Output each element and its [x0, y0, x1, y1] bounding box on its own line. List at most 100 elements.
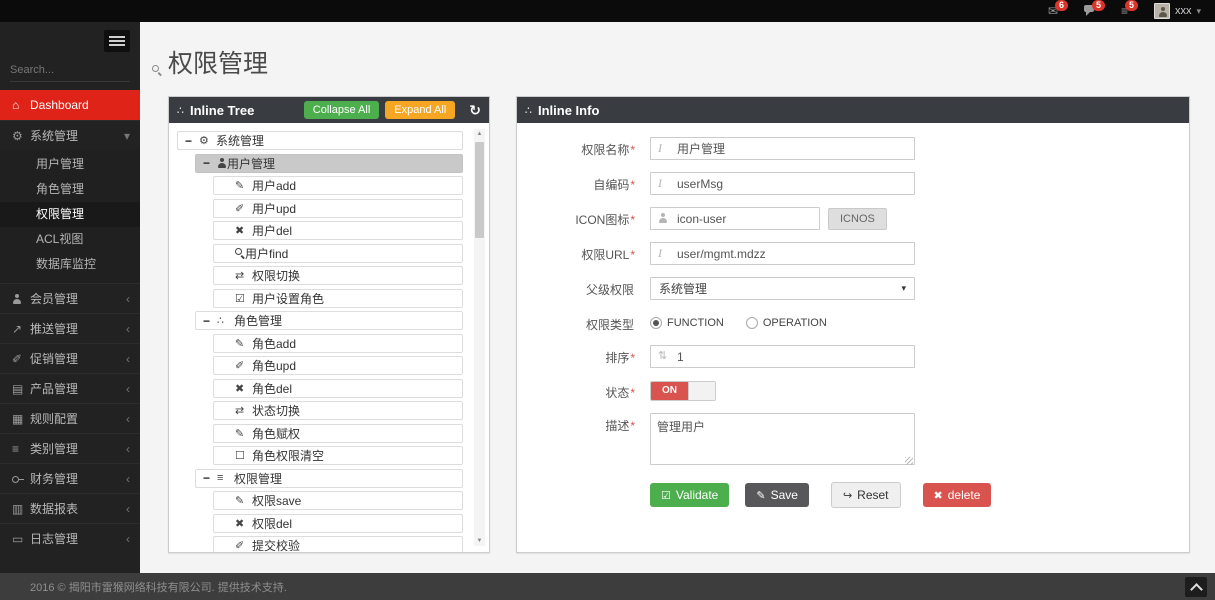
tasks-icon: ≡ — [1120, 4, 1128, 18]
sidebar-item-finance[interactable]: 财务管理 ‹ — [0, 463, 140, 493]
collapse-toggle-icon[interactable]: − — [185, 133, 193, 148]
inline-info-header: ∴ Inline Info — [517, 97, 1189, 123]
validate-button[interactable]: ☑ Validate — [650, 483, 730, 507]
sidebar-item-member[interactable]: 会员管理 ‹ — [0, 283, 140, 313]
icnos-button[interactable]: ICNOS — [828, 207, 887, 230]
code-input[interactable] — [650, 172, 915, 195]
retweet-icon: ⇄ — [235, 405, 245, 417]
tree-node-17[interactable]: ✖ 权限del — [213, 513, 463, 533]
sidebar-item-label: 产品管理 — [30, 382, 79, 396]
sidebar-item-label: 财务管理 — [30, 472, 79, 486]
parent-permission-select[interactable]: 系统管理 ▾ — [650, 277, 915, 300]
tree-node-4[interactable]: ✖ 用户del — [213, 221, 463, 240]
sidebar-subitem-db-monitor[interactable]: 数据库监控 — [36, 257, 97, 271]
sidebar-item-rules[interactable]: ▦ 规则配置 ‹ — [0, 403, 140, 433]
save-button[interactable]: ✎ Save — [745, 483, 809, 507]
tree-node-3[interactable]: ✐ 用户upd — [213, 198, 463, 218]
tree-node-7[interactable]: ☑ 用户设置角色 — [213, 288, 463, 308]
sidebar-item-category[interactable]: ≡ 类别管理 ‹ — [0, 433, 140, 463]
permission-name-input[interactable] — [650, 137, 915, 160]
tree-node-10[interactable]: ✐ 角色upd — [213, 356, 463, 375]
collapse-toggle-icon[interactable]: − — [203, 471, 211, 485]
inline-info-title: Inline Info — [538, 102, 600, 118]
collapse-toggle-icon[interactable]: − — [203, 313, 211, 328]
chevron-icon: ‹ — [126, 501, 130, 516]
tree-node-label: 权限save — [252, 494, 302, 508]
tree-node-12[interactable]: ⇄ 状态切换 — [213, 401, 463, 420]
tree-node-label: 用户del — [252, 224, 293, 238]
notification-badge: 6 — [1054, 0, 1068, 11]
tree-node-label: 角色管理 — [234, 314, 283, 328]
tree-node-15[interactable]: − ≡ 权限管理 — [195, 468, 463, 488]
sidebar-item-reports[interactable]: ▥ 数据报表 ‹ — [0, 493, 140, 523]
tree-node-6[interactable]: ⇄ 权限切换 — [213, 266, 463, 285]
resize-handle[interactable] — [905, 457, 913, 465]
tree-node-16[interactable]: ✎ 权限save — [213, 491, 463, 510]
x-icon: ✖ — [235, 517, 245, 530]
description-textarea[interactable]: 管理用户 — [650, 413, 915, 465]
sort-input[interactable] — [650, 345, 915, 368]
share-icon: ↗ — [12, 321, 23, 336]
x-icon: ✖ — [933, 489, 943, 502]
sidebar-item-label: 会员管理 — [30, 292, 79, 306]
tree-node-label: 系统管理 — [216, 134, 265, 148]
promo-icon: ✐ — [12, 351, 23, 366]
chevron-icon: ‹ — [126, 531, 130, 546]
tree-node-1[interactable]: − 用户管理 — [195, 153, 463, 173]
search-icon[interactable] — [152, 64, 162, 75]
sidebar-item-push[interactable]: ↗ 推送管理 ‹ — [0, 313, 140, 343]
radio-function[interactable]: FUNCTION — [650, 316, 724, 329]
sidebar-subitem-users[interactable]: 用户管理 — [36, 157, 85, 171]
inline-tree-title: Inline Tree — [190, 102, 255, 118]
scroll-top-button[interactable] — [1185, 576, 1207, 597]
tree-node-0[interactable]: − ⚙ 系统管理 — [177, 131, 463, 150]
tree-node-5[interactable]: 用户find — [213, 243, 463, 263]
tree-node-11[interactable]: ✖ 角色del — [213, 378, 463, 398]
user-icon — [12, 293, 30, 304]
sidebar-item-logs[interactable]: ▭ 日志管理 ‹ — [0, 523, 140, 553]
sidebar-item-promotion[interactable]: ✐ 促销管理 ‹ — [0, 343, 140, 373]
collapse-toggle-icon[interactable]: − — [203, 156, 211, 170]
scrollbar-thumb[interactable] — [475, 142, 484, 238]
dropdown-arrow-icon: ▾ — [901, 283, 906, 293]
notification-badge: 5 — [1091, 0, 1105, 11]
tree-scrollbar[interactable] — [474, 129, 485, 546]
retweet-icon: ⇄ — [235, 270, 245, 282]
collapse-all-button[interactable]: Collapse All — [303, 101, 380, 119]
tree-node-label: 权限切换 — [252, 269, 301, 283]
radio-operation[interactable]: OPERATION — [745, 316, 827, 329]
reset-button[interactable]: ↪ Reset — [830, 482, 901, 508]
chevron-icon: ‹ — [126, 321, 130, 336]
sidebar-item-system[interactable]: ⚙ 系统管理 ▾ — [0, 120, 140, 150]
status-toggle[interactable]: ON — [650, 380, 716, 401]
sidebar-subitem-roles[interactable]: 角色管理 — [36, 182, 85, 196]
tree-node-label: 用户add — [252, 179, 297, 193]
permission-url-input[interactable] — [650, 242, 915, 265]
user-menu[interactable]: xxx ▾ — [1153, 3, 1201, 19]
tree-node-2[interactable]: ✎ 用户add — [213, 176, 463, 195]
list-icon: ≡ — [12, 441, 20, 456]
sidebar-subitem-acl[interactable]: ACL视图 — [36, 232, 84, 246]
chevron-icon: ‹ — [126, 351, 130, 366]
tree-node-9[interactable]: ✎ 角色add — [213, 333, 463, 353]
expand-all-button[interactable]: Expand All — [385, 101, 456, 119]
tasks-notification[interactable]: ≡ 5 — [1120, 0, 1138, 18]
tree-node-18[interactable]: ✐ 提交校验 — [213, 536, 463, 552]
tree-node-label: 状态切换 — [252, 404, 301, 418]
tree-node-14[interactable]: ☐ 角色权限清空 — [213, 446, 463, 465]
tree-node-13[interactable]: ✎ 角色赋权 — [213, 423, 463, 443]
chart-icon: ▥ — [12, 501, 24, 516]
icon-input[interactable] — [650, 207, 820, 230]
inline-info-panel: ∴ Inline Info 权限名称* I 自编码* I — [516, 96, 1190, 553]
chevron-icon: ‹ — [126, 381, 130, 396]
search-input[interactable] — [10, 63, 152, 76]
sidebar-toggle-button[interactable] — [104, 30, 130, 52]
comments-notification[interactable]: 5 — [1083, 0, 1105, 17]
tree-node-8[interactable]: − ∴ 角色管理 — [195, 311, 463, 330]
sidebar-subitem-permissions[interactable]: 权限管理 — [0, 202, 140, 227]
sidebar-item-dashboard[interactable]: ⌂ Dashboard — [0, 90, 140, 120]
sidebar-item-product[interactable]: ▤ 产品管理 ‹ — [0, 373, 140, 403]
envelope-notification[interactable]: ✉ 6 — [1048, 0, 1068, 17]
delete-button[interactable]: ✖ delete — [922, 483, 992, 507]
refresh-icon[interactable]: ↻ — [469, 101, 481, 118]
